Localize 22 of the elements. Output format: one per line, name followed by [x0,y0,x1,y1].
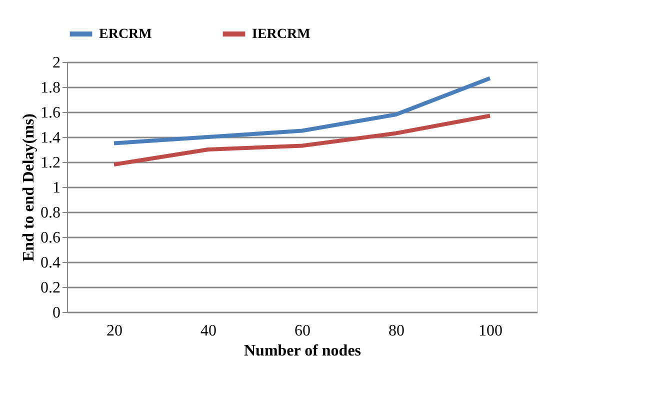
line-series [112,76,492,146]
y-axis-title: End to end Delay(ms) [20,113,38,262]
y-tick-label: 1.2 [40,154,60,172]
x-tick-label: 40 [200,322,216,340]
y-tick-label: 1 [52,180,60,196]
y-tick-label: 0.6 [40,230,60,246]
x-tick-label: 60 [294,322,310,340]
y-tick-label: 0 [52,304,60,322]
line-series [112,114,492,166]
x-tick-label: 20 [106,322,122,340]
y-tick-label: 1.4 [40,130,60,146]
y-tick-label: 0.4 [40,254,60,272]
y-tick-label: 1.6 [40,104,60,122]
y-tick-label: 2 [52,54,60,72]
x-axis-title: Number of nodes [244,342,362,360]
y-tick-label: 1.8 [40,80,60,96]
y-tick-label: 0.2 [40,280,60,296]
x-tick-label: 80 [388,322,404,340]
y-tick-label: 0.8 [40,204,60,222]
x-tick-label: 100 [478,322,502,340]
legend-label: IERCRM [252,27,310,42]
legend-label: ERCRM [99,27,152,42]
